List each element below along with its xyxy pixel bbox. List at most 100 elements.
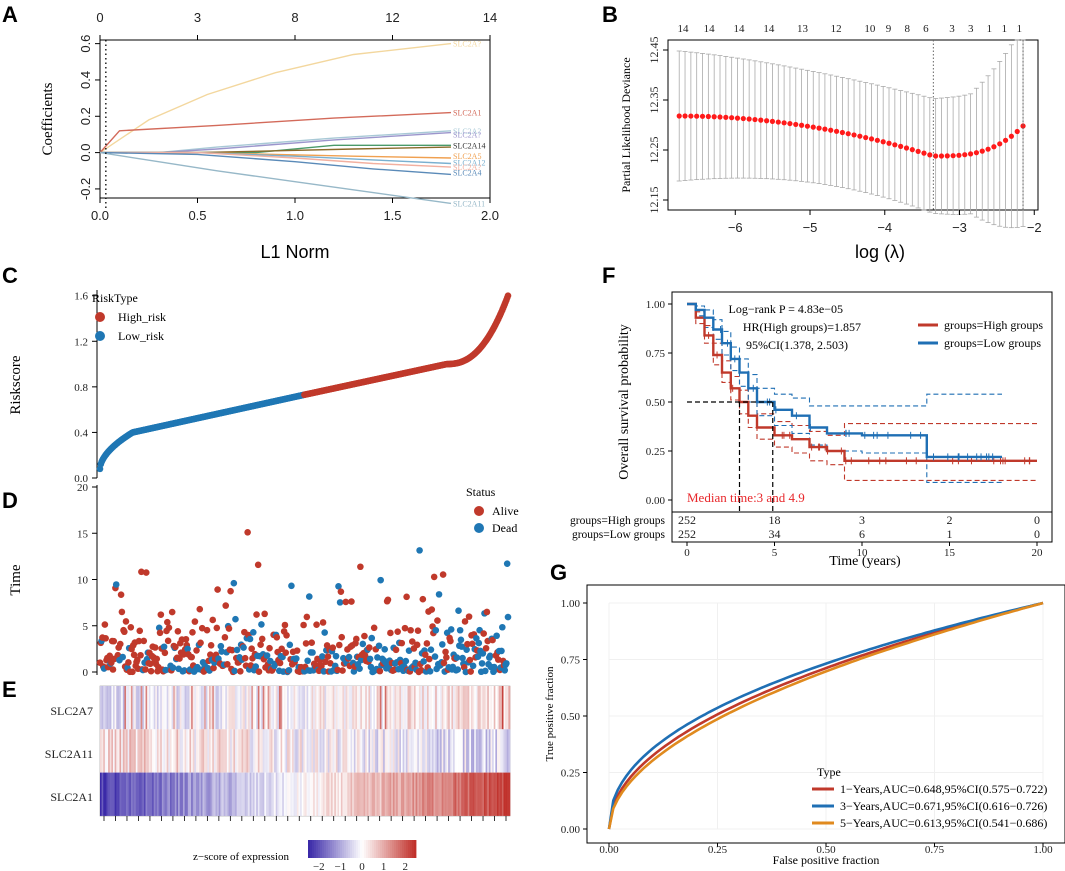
heatmap-cell xyxy=(318,729,320,773)
time-point xyxy=(292,655,300,662)
heatmap-cell xyxy=(236,772,239,816)
deviance-point xyxy=(927,152,933,158)
time-point xyxy=(254,561,262,569)
heatmap-cell xyxy=(111,729,114,773)
heatmap-cell xyxy=(438,772,441,816)
time-point xyxy=(421,651,429,659)
time-point xyxy=(428,606,436,613)
heatmap-cell xyxy=(352,772,355,816)
heatmap-cell xyxy=(148,729,151,773)
time-point xyxy=(101,621,109,628)
heatmap-cell xyxy=(156,729,159,773)
heatmap-cell xyxy=(226,729,229,773)
heatmap-cell xyxy=(340,729,343,773)
heatmap-cell xyxy=(213,686,216,730)
panel-f-survival-curves xyxy=(687,302,1037,465)
heatmap-cell xyxy=(139,686,141,730)
heatmap-cell xyxy=(453,772,455,816)
heatmap-cell xyxy=(109,729,112,773)
heatmap-cell xyxy=(191,729,194,773)
heatmap-cell xyxy=(446,729,449,773)
time-point xyxy=(266,644,273,652)
panel-label-b: B xyxy=(602,2,618,27)
heatmap-cell xyxy=(200,772,203,816)
colorbar-cell xyxy=(370,840,373,858)
heatmap-cell xyxy=(448,686,451,730)
heatmap-cell xyxy=(365,729,368,773)
heatmap-cell xyxy=(503,729,506,773)
heatmap-cell xyxy=(381,772,384,816)
panel-b-points xyxy=(676,113,1026,159)
heatmap-cell xyxy=(383,729,386,773)
deviance-point xyxy=(723,114,729,120)
y-tick-label: 12.45 xyxy=(647,37,661,64)
heatmap-cell xyxy=(223,686,226,730)
heatmap-cell xyxy=(469,772,472,816)
heatmap-cell xyxy=(321,686,324,730)
deviance-point xyxy=(962,152,968,158)
colorbar-cell xyxy=(334,840,337,858)
heatmap-cell xyxy=(155,772,158,816)
heatmap-cell xyxy=(126,772,128,816)
heatmap-cell xyxy=(430,686,433,730)
heatmap-cell xyxy=(444,772,447,816)
coef-path xyxy=(100,130,452,154)
heatmap-cell xyxy=(348,772,351,816)
panel-c-y-label: Riskscore xyxy=(8,355,24,415)
heatmap-cell xyxy=(204,772,207,816)
colorbar-cell xyxy=(344,840,347,858)
heatmap-cell xyxy=(104,686,107,730)
heatmap-cell xyxy=(238,772,241,816)
heatmap-cell xyxy=(306,686,309,730)
heatmap-cell xyxy=(291,686,294,730)
coef-path xyxy=(99,151,452,205)
heatmap-cell xyxy=(448,772,451,816)
heatmap-cell xyxy=(169,729,172,773)
time-point xyxy=(196,605,204,613)
heatmap-cell xyxy=(454,729,457,773)
panel-d-y-label: Time xyxy=(8,564,24,595)
time-point xyxy=(498,647,505,655)
heatmap-cell xyxy=(280,686,283,730)
heatmap-cell xyxy=(197,772,200,816)
heatmap-cell xyxy=(331,686,333,730)
heatmap-cell xyxy=(492,772,495,816)
time-point xyxy=(475,639,483,647)
top-tick-label: 1 xyxy=(987,23,993,35)
deviance-point xyxy=(787,120,793,127)
heatmap-cell xyxy=(371,686,374,730)
heatmap-cell xyxy=(485,729,488,773)
heatmap-cell xyxy=(357,729,359,773)
heatmap-cell xyxy=(387,772,390,816)
heatmap-cell xyxy=(264,729,267,773)
heatmap-cell xyxy=(352,686,355,730)
y-tick-label: 10 xyxy=(77,575,89,587)
time-point xyxy=(357,563,364,571)
colorbar-cell xyxy=(352,840,355,858)
heatmap-cell xyxy=(301,686,304,730)
heatmap-cell xyxy=(506,686,509,730)
heatmap-cell xyxy=(344,686,346,730)
heatmap-cell xyxy=(344,729,346,773)
heatmap-cell xyxy=(324,686,327,730)
heatmap-cell xyxy=(459,772,462,816)
heatmap-cell xyxy=(165,772,168,816)
panel-c-points xyxy=(96,292,512,473)
colorbar-cell xyxy=(388,840,391,858)
heatmap-cell xyxy=(332,772,335,816)
colorbar-cell xyxy=(406,840,409,858)
x-tick-label: 10 xyxy=(857,547,869,559)
heatmap-cell xyxy=(332,686,335,730)
heatmap-cell xyxy=(124,686,127,730)
heatmap-cell xyxy=(342,729,345,773)
heatmap-cell xyxy=(348,686,351,730)
heatmap-cell xyxy=(225,729,228,773)
heatmap-cell xyxy=(166,686,169,730)
deviance-point xyxy=(705,113,711,120)
heatmap-cell xyxy=(262,686,265,730)
colorbar-cell xyxy=(372,840,375,858)
heatmap-cell xyxy=(209,686,211,730)
deviance-point xyxy=(758,117,764,123)
heatmap-cell xyxy=(365,772,368,816)
time-point xyxy=(253,611,260,618)
